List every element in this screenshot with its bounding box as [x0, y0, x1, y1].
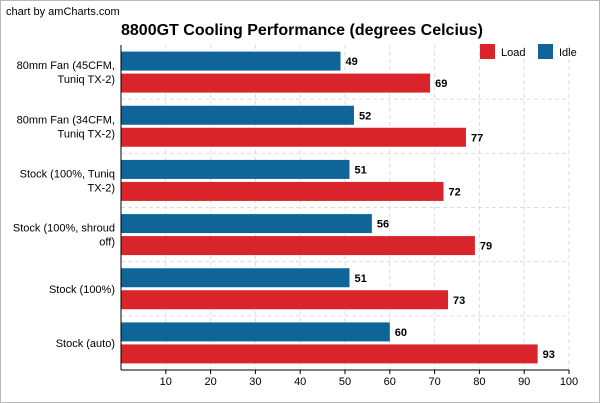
category-label: Stock (100%, Tuniq	[20, 168, 115, 180]
category-label: TX-2)	[88, 182, 116, 194]
bar-idle	[121, 322, 390, 342]
bar-idle	[121, 268, 350, 288]
x-tick-label: 50	[339, 376, 351, 388]
category-label: 80mm Fan (34CFM,	[17, 114, 115, 126]
gridlines	[121, 45, 570, 370]
x-tick-label: 80	[473, 376, 485, 388]
x-tick-label: 60	[384, 376, 396, 388]
x-tick-label: 90	[518, 376, 530, 388]
bar-load	[121, 290, 449, 310]
data-label-load: 69	[435, 78, 447, 90]
bar-load	[121, 181, 444, 201]
bars-group: 49 69 52 77 51 72 56 79 51 73 60 93	[121, 51, 555, 364]
category-label: Stock (auto)	[56, 338, 115, 350]
x-tick-label: 30	[249, 376, 261, 388]
legend-label-idle: Idle	[559, 47, 577, 59]
data-label-idle: 56	[377, 219, 389, 231]
legend-label-load: Load	[501, 47, 525, 59]
category-label: off)	[99, 237, 115, 249]
x-tick-label: 100	[560, 376, 578, 388]
legend-swatch-load	[480, 44, 495, 59]
category-label: Tuniq TX-2)	[58, 128, 115, 140]
bar-load	[121, 236, 475, 256]
category-label: 80mm Fan (45CFM,	[17, 60, 115, 72]
category-label: Tuniq TX-2)	[58, 74, 115, 86]
chart-title: 8800GT Cooling Performance (degrees Celc…	[121, 22, 483, 39]
bar-idle	[121, 105, 354, 125]
data-label-load: 79	[480, 241, 492, 253]
category-label: Stock (100%, shroud	[13, 223, 115, 235]
data-label-load: 73	[453, 295, 465, 307]
data-label-idle: 51	[354, 273, 366, 285]
data-label-idle: 51	[354, 164, 366, 176]
bar-load	[121, 73, 431, 93]
category-label: Stock (100%)	[49, 284, 115, 296]
chart-credit[interactable]: chart by amCharts.com	[6, 6, 120, 18]
data-label-load: 77	[471, 132, 483, 144]
bar-load	[121, 344, 538, 364]
legend-swatch-idle	[538, 44, 553, 59]
bar-load	[121, 127, 466, 147]
axes-group: 10 20 30 40 50 60 70 80 90 100 80mm Fan (45CFM, Tun…	[13, 45, 578, 388]
x-tick-label: 20	[204, 376, 216, 388]
bar-idle	[121, 51, 341, 71]
data-label-load: 93	[543, 349, 555, 361]
bar-idle	[121, 159, 350, 179]
data-label-idle: 60	[395, 327, 407, 339]
data-label-idle: 49	[346, 56, 358, 68]
x-tick-label: 70	[428, 376, 440, 388]
bar-idle	[121, 214, 372, 234]
data-label-load: 72	[449, 186, 461, 198]
x-tick-label: 40	[294, 376, 306, 388]
legend: Load Idle	[480, 44, 577, 59]
x-tick-label: 10	[160, 376, 172, 388]
data-label-idle: 52	[359, 110, 371, 122]
